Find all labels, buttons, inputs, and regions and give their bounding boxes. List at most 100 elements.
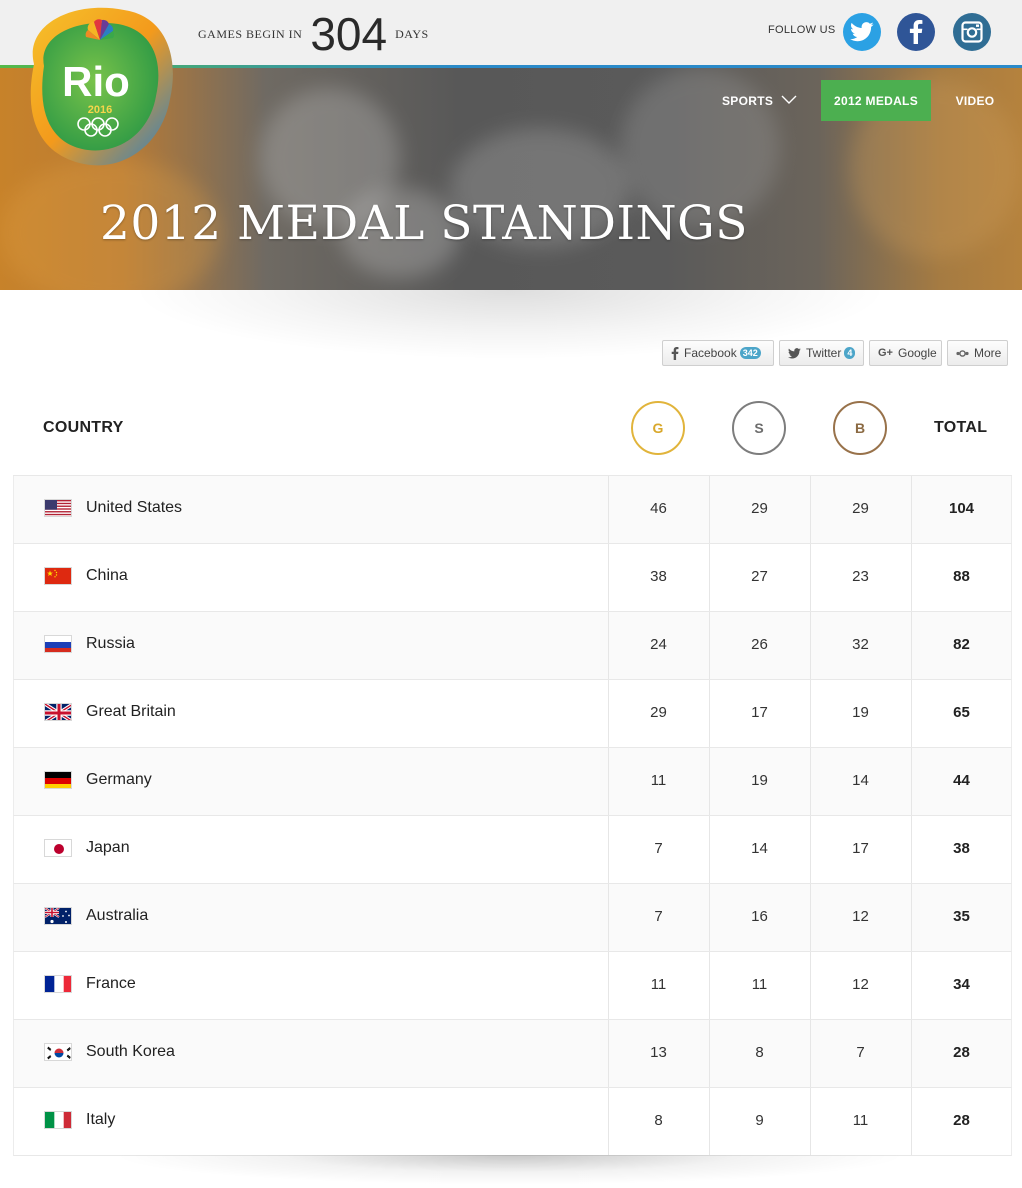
country-name: Great Britain [86,703,176,720]
column-divider [709,476,710,543]
total-count: 82 [953,636,970,653]
silver-count: 16 [751,908,768,925]
column-divider [911,680,912,747]
it-flag [44,1111,72,1129]
total-count: 104 [948,500,975,517]
column-divider [709,952,710,1019]
column-divider [608,952,609,1019]
column-divider [810,1088,811,1155]
kr-flag [44,1043,72,1061]
column-divider [608,1020,609,1087]
instagram-icon[interactable] [953,13,991,51]
silver-column-header[interactable]: S [732,401,786,455]
country-name: Australia [86,907,149,924]
column-divider [608,1088,609,1155]
silver-count: 9 [755,1112,764,1129]
google-plus-icon: G+ [878,347,893,359]
countdown-prefix: GAMES BEGIN IN [198,26,303,41]
column-divider [709,1088,710,1155]
rio-2016-logo[interactable]: Rio 2016 [14,4,178,170]
share-facebook-button[interactable]: Facebook 342 [662,340,774,366]
gold-count: 24 [650,636,667,653]
chevron-down-icon [781,94,797,108]
table-row[interactable]: Japan 7 14 17 38 [13,816,1012,884]
nav-sports-dropdown[interactable]: SPORTS [722,80,800,121]
games-countdown: GAMES BEGIN IN 304 DAYS [198,8,429,60]
column-divider [608,612,609,679]
table-row[interactable]: Australia 7 16 12 35 [13,884,1012,952]
country-name: Japan [86,839,130,856]
column-divider [810,680,811,747]
total-count: 34 [953,976,970,993]
bronze-count: 11 [852,1112,869,1129]
gold-count: 11 [650,772,667,789]
nav-sports-label: SPORTS [722,93,774,108]
bronze-count: 12 [852,908,869,925]
country-column-header[interactable]: COUNTRY [43,419,124,436]
share-more-icon [956,349,969,358]
table-row[interactable]: Great Britain 29 17 19 65 [13,680,1012,748]
gb-flag [44,703,72,721]
column-divider [608,476,609,543]
total-count: 65 [953,704,970,721]
column-divider [911,1088,912,1155]
share-twitter-button[interactable]: Twitter 4 [779,340,864,366]
column-divider [810,748,811,815]
total-count: 35 [953,908,970,925]
silver-count: 19 [751,772,768,789]
table-row[interactable]: United States 46 29 29 104 [13,476,1012,544]
gold-column-header[interactable]: G [631,401,685,455]
follow-us-label: FOLLOW US [768,24,836,36]
total-count: 88 [953,568,970,585]
column-divider [709,884,710,951]
nav-video[interactable]: VIDEO [955,93,995,108]
column-divider [709,1020,710,1087]
column-divider [911,612,912,679]
country-name: South Korea [86,1043,175,1060]
bronze-count: 12 [852,976,869,993]
silver-count: 29 [751,500,768,517]
silver-count: 11 [751,976,768,993]
column-divider [810,884,811,951]
jp-flag [44,839,72,857]
facebook-icon[interactable] [897,13,935,51]
column-divider [911,544,912,611]
gold-count: 46 [650,500,667,517]
total-count: 38 [953,840,970,857]
bronze-count: 29 [852,500,869,517]
bronze-column-header[interactable]: B [833,401,887,455]
country-name: United States [86,499,183,516]
gold-count: 38 [650,568,667,585]
silver-count: 14 [751,840,768,857]
table-row[interactable]: South Korea 13 8 7 28 [13,1020,1012,1088]
bronze-count: 32 [852,636,869,653]
country-name: China [86,567,128,584]
table-row[interactable]: Russia 24 26 32 82 [13,612,1012,680]
cn-flag [44,567,72,585]
bronze-count: 7 [856,1044,865,1061]
column-divider [608,680,609,747]
silver-count: 17 [751,704,768,721]
column-divider [810,476,811,543]
silver-count: 27 [751,568,768,585]
page-title: 2012 MEDAL STANDINGS [100,196,748,251]
twitter-icon[interactable] [843,13,881,51]
nav-2012-medals[interactable]: 2012 MEDALS [821,80,931,121]
table-row[interactable]: France 11 11 12 34 [13,952,1012,1020]
table-row[interactable]: Germany 11 19 14 44 [13,748,1012,816]
country-name: Russia [86,635,135,652]
column-divider [810,544,811,611]
total-column-header[interactable]: TOTAL [934,419,988,436]
column-divider [709,544,710,611]
share-twitter-label: Twitter [806,346,842,360]
share-google-button[interactable]: G+ Google [869,340,942,366]
share-facebook-label: Facebook [684,346,737,360]
gold-count: 13 [650,1044,667,1061]
table-row[interactable]: Italy 8 9 11 28 [13,1088,1012,1156]
table-row[interactable]: China 38 27 23 88 [13,544,1012,612]
bronze-count: 19 [852,704,869,721]
column-divider [911,748,912,815]
total-count: 28 [953,1044,970,1061]
share-more-button[interactable]: More [947,340,1008,366]
share-twitter-count: 4 [844,347,856,359]
